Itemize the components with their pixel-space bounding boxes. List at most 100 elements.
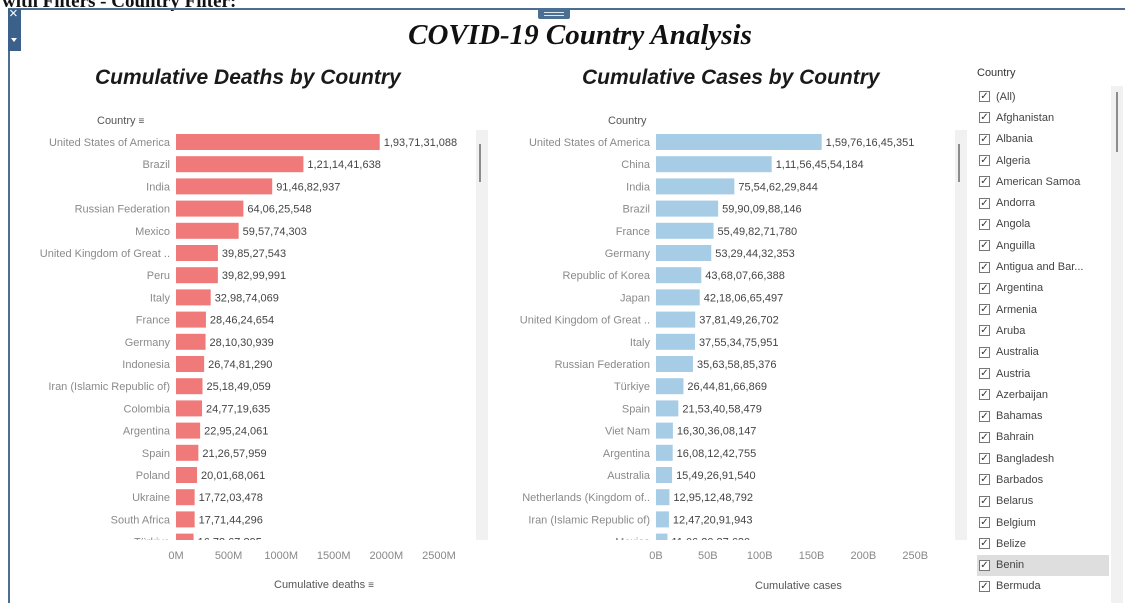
- filter-item[interactable]: ✓ Belgium: [977, 512, 1109, 533]
- filter-item[interactable]: ✓ Belarus: [977, 491, 1109, 512]
- filter-item-label: Austria: [996, 367, 1031, 380]
- drag-handle-icon[interactable]: [538, 8, 570, 19]
- checkbox-icon[interactable]: ✓: [979, 240, 990, 252]
- cases-bar: [656, 533, 668, 540]
- deaths-category-label: Mexico: [135, 226, 170, 238]
- checkbox-icon[interactable]: ✓: [979, 304, 990, 316]
- deaths-value-label: 28,46,24,654: [210, 315, 274, 327]
- cases-scrollbar[interactable]: [955, 130, 967, 540]
- cases-value-label: 75,54,62,29,844: [738, 181, 818, 193]
- checkbox-icon[interactable]: ✓: [979, 368, 990, 379]
- deaths-scrollbar[interactable]: [476, 130, 488, 540]
- country-filter-list[interactable]: ✓ (All) ✓ Afghanistan ✓ Albania ✓ Algeria ✓ Ameri…: [977, 86, 1109, 603]
- deaths-category-label: South Africa: [111, 514, 171, 526]
- dashboard-menu-box[interactable]: ×: [8, 5, 21, 51]
- deaths-value-label: 26,74,81,290: [208, 359, 272, 371]
- deaths-x-tick-label: 2000M: [369, 550, 404, 562]
- cases-value-label: 16,08,12,42,755: [677, 448, 757, 460]
- deaths-category-label: Italy: [150, 292, 171, 304]
- deaths-x-axis-title[interactable]: Cumulative deaths ≡: [274, 579, 374, 591]
- deaths-value-label: 21,26,57,959: [202, 448, 266, 460]
- deaths-country-header-label: Country: [97, 115, 136, 127]
- checkbox-icon[interactable]: ✓: [979, 517, 990, 529]
- filter-item[interactable]: ✓ Austria: [977, 363, 1109, 384]
- filter-item[interactable]: ✓ Bermuda: [977, 576, 1109, 597]
- filter-item[interactable]: ✓ Barbados: [977, 469, 1109, 490]
- checkbox-icon[interactable]: ✓: [979, 282, 990, 294]
- deaths-x-axis-label: Cumulative deaths: [274, 579, 366, 591]
- checkbox-icon[interactable]: ✓: [979, 112, 990, 124]
- cases-value-label: 42,18,06,65,497: [704, 292, 784, 304]
- checkbox-icon[interactable]: ✓: [979, 91, 990, 103]
- checkbox-icon[interactable]: ✓: [979, 495, 990, 507]
- checkbox-icon[interactable]: ✓: [979, 580, 990, 592]
- filter-item[interactable]: ✓ Azerbaijan: [977, 384, 1109, 405]
- checkbox-icon[interactable]: ✓: [979, 133, 990, 145]
- cases-category-label: United States of America: [529, 137, 651, 149]
- filter-item[interactable]: ✓ Australia: [977, 342, 1109, 363]
- filter-item-label: Benin: [996, 559, 1025, 572]
- filter-item[interactable]: ✓ Benin: [977, 554, 1109, 576]
- checkbox-icon[interactable]: ✓: [979, 325, 990, 337]
- filter-item[interactable]: ✓ Algeria: [977, 150, 1109, 171]
- deaths-bar: [176, 267, 218, 284]
- cases-x-axis-title[interactable]: Cumulative cases: [755, 580, 842, 592]
- filter-item[interactable]: ✓ American Samoa: [977, 171, 1109, 192]
- filter-scroll-thumb[interactable]: [1116, 92, 1118, 152]
- cases-value-label: 53,29,44,32,353: [715, 248, 795, 260]
- checkbox-icon[interactable]: ✓: [979, 155, 990, 167]
- cases-country-header[interactable]: Country: [608, 115, 647, 127]
- checkbox-icon[interactable]: ✓: [979, 176, 990, 188]
- filter-item[interactable]: ✓ Bangladesh: [977, 448, 1109, 469]
- filter-item[interactable]: ✓ Andorra: [977, 192, 1109, 213]
- filter-item-label: Belarus: [996, 495, 1034, 508]
- deaths-bar: [176, 356, 205, 372]
- checkbox-icon[interactable]: ✓: [979, 431, 990, 443]
- checkbox-icon[interactable]: ✓: [979, 261, 990, 273]
- cases-bar: [656, 289, 700, 306]
- checkbox-icon[interactable]: ✓: [979, 538, 990, 550]
- filter-item[interactable]: ✓ Argentina: [977, 278, 1109, 299]
- filter-item[interactable]: ✓ Albania: [977, 129, 1109, 150]
- close-icon[interactable]: ×: [9, 5, 18, 22]
- filter-item[interactable]: ✓ Afghanistan: [977, 107, 1109, 128]
- cases-bar: [656, 400, 679, 417]
- cases-value-label: 21,53,40,58,479: [682, 403, 762, 415]
- deaths-bar-chart: United States of America 1,93,71,31,088 Br…: [12, 130, 479, 540]
- deaths-value-label: 1,93,71,31,088: [384, 137, 457, 149]
- filter-item-label: Antigua and Bar...: [996, 261, 1084, 274]
- filter-item[interactable]: ✓ Anguilla: [977, 235, 1109, 256]
- deaths-country-header[interactable]: Country ≡: [97, 115, 144, 127]
- checkbox-icon[interactable]: ✓: [979, 559, 990, 571]
- checkbox-icon[interactable]: ✓: [979, 453, 990, 465]
- checkbox-icon[interactable]: ✓: [979, 389, 990, 401]
- checkbox-icon[interactable]: ✓: [979, 474, 990, 486]
- filter-item[interactable]: ✓ Bahamas: [977, 405, 1109, 426]
- filter-item[interactable]: ✓ (All): [977, 86, 1109, 107]
- filter-item[interactable]: ✓ Belize: [977, 533, 1109, 554]
- cases-scroll-thumb[interactable]: [958, 144, 960, 182]
- cases-bar: [656, 156, 772, 173]
- checkbox-icon[interactable]: ✓: [979, 218, 990, 230]
- cases-value-label: 12,95,12,48,792: [673, 492, 753, 504]
- deaths-category-label: Iran (Islamic Republic of): [48, 381, 170, 393]
- deaths-x-tick-label: 2500M: [422, 550, 456, 562]
- cases-x-tick-label: 150B: [798, 550, 825, 562]
- deaths-category-label: Spain: [142, 448, 170, 460]
- sort-icon[interactable]: ≡: [138, 116, 145, 127]
- filter-item[interactable]: ✓ Aruba: [977, 320, 1109, 341]
- sort-icon[interactable]: ≡: [368, 580, 374, 591]
- deaths-scroll-thumb[interactable]: [479, 144, 481, 182]
- deaths-bar: [176, 222, 239, 239]
- checkbox-icon[interactable]: ✓: [979, 410, 990, 422]
- filter-item[interactable]: ✓ Angola: [977, 214, 1109, 235]
- checkbox-icon[interactable]: ✓: [979, 197, 990, 209]
- deaths-value-label: 24,77,19,635: [206, 403, 270, 415]
- filter-item[interactable]: ✓ Bahrain: [977, 427, 1109, 448]
- filter-item[interactable]: ✓ Armenia: [977, 299, 1109, 320]
- filter-item[interactable]: ✓ Antigua and Bar...: [977, 256, 1109, 277]
- filter-scrollbar[interactable]: [1111, 86, 1123, 603]
- checkbox-icon[interactable]: ✓: [979, 346, 990, 358]
- cases-x-axis: 0B 50B 100B 150B 200B 250B: [490, 550, 960, 566]
- dropdown-arrow-icon[interactable]: [11, 38, 17, 42]
